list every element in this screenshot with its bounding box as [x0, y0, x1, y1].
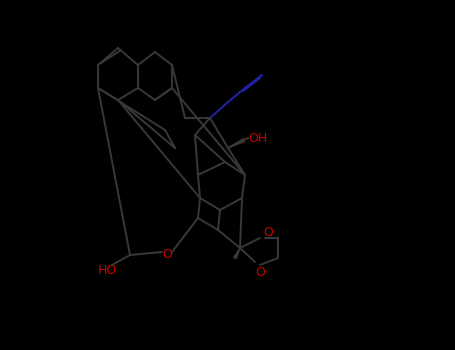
Polygon shape: [234, 248, 240, 259]
Polygon shape: [228, 139, 245, 148]
Text: O: O: [255, 266, 265, 279]
Text: O: O: [162, 248, 172, 261]
Text: HO: HO: [97, 264, 116, 276]
Text: OH: OH: [248, 132, 268, 145]
Text: O: O: [263, 226, 273, 239]
